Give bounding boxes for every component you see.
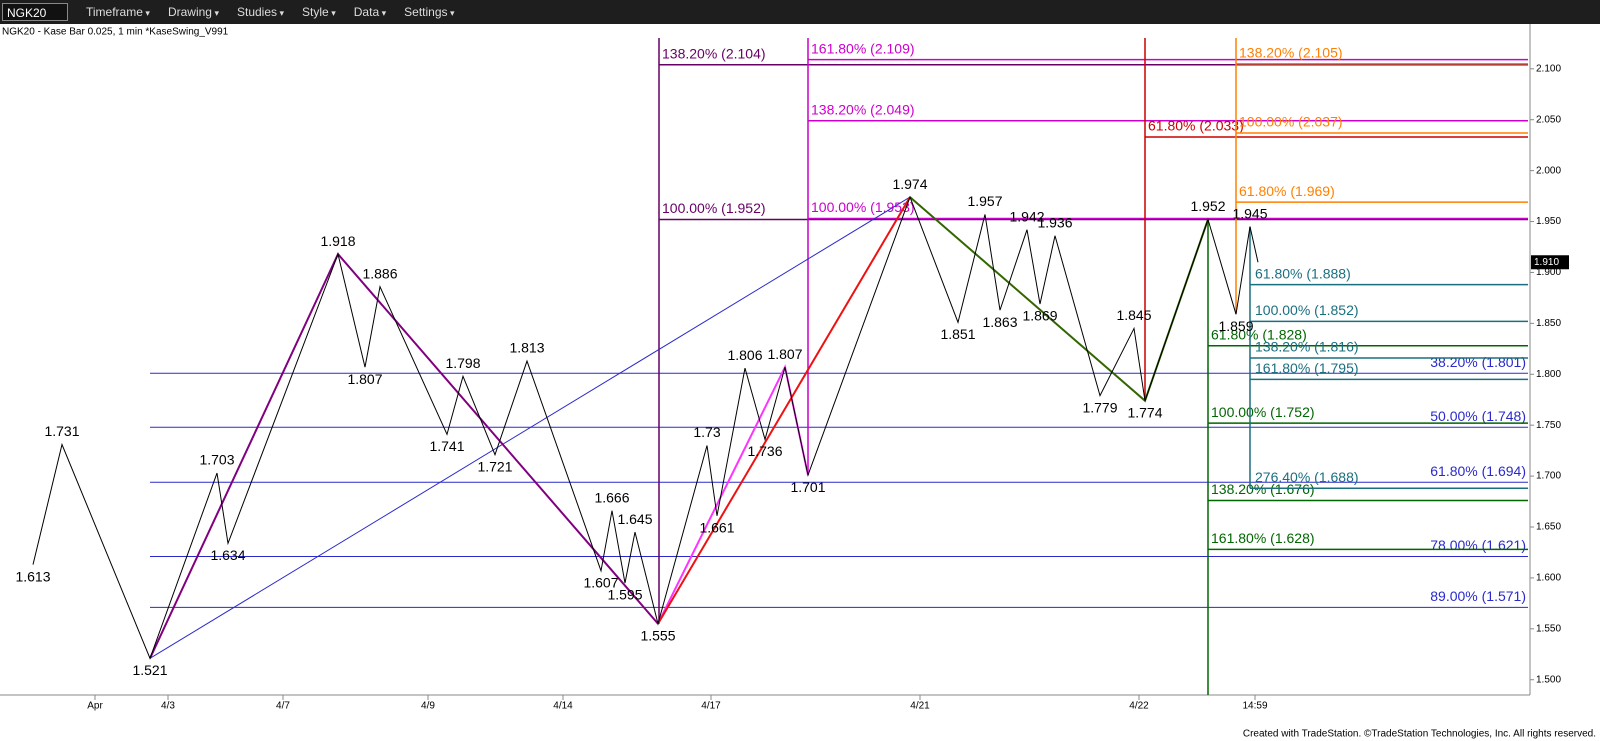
toolbar-button[interactable]: Style	[302, 5, 336, 19]
fib-label: 50.00% (1.748)	[1430, 408, 1526, 424]
fib-label: 61.80% (1.828)	[1211, 326, 1307, 342]
x-tick-label: 14:59	[1242, 701, 1267, 712]
footer: Created with TradeStation. ©TradeStation…	[1243, 729, 1596, 740]
fib-label: 161.80% (1.795)	[1255, 360, 1359, 376]
y-tick-label: 1.950	[1536, 216, 1561, 227]
chart-title: NGK20 - Kase Bar 0.025, 1 min *KaseSwing…	[2, 27, 229, 38]
swing-label: 1.703	[199, 452, 234, 468]
swing-pattern	[149, 196, 911, 659]
swing-label: 1.73	[693, 424, 720, 440]
fib-label: 100.00% (1.852)	[1255, 302, 1359, 318]
fib-label: 89.00% (1.571)	[1430, 588, 1526, 604]
fib-label: 138.20% (1.676)	[1211, 481, 1315, 497]
swing-label: 1.936	[1037, 214, 1072, 230]
swing-label: 1.945	[1232, 205, 1267, 221]
price-line	[1249, 226, 1259, 263]
swing-label: 1.741	[429, 438, 464, 454]
swing-label: 1.661	[699, 519, 734, 535]
last-price-label: 1.910	[1534, 257, 1559, 268]
fib-label: 161.80% (1.628)	[1211, 530, 1315, 546]
x-tick-label: 4/3	[161, 701, 175, 712]
fib-label: 100.00% (2.037)	[1239, 114, 1343, 130]
fib-label: 100.00% (1.953)	[811, 199, 915, 215]
toolbar: NGK20 Timeframe Drawing Studies Style Data Se…	[0, 0, 1600, 24]
x-tick-label: 4/17	[701, 701, 721, 712]
swing-label: 1.645	[617, 511, 652, 527]
swing-label: 1.918	[320, 233, 355, 249]
swing-label: 1.634	[210, 547, 245, 563]
fib-label: 78.00% (1.621)	[1430, 537, 1526, 553]
fib-label: 138.20% (2.104)	[662, 45, 766, 61]
swing-label: 1.807	[767, 346, 802, 362]
fib-label: 61.80% (2.033)	[1148, 118, 1244, 134]
fib-label: 61.80% (1.694)	[1430, 463, 1526, 479]
swing-label: 1.851	[940, 326, 975, 342]
fib-label: 61.80% (1.969)	[1239, 183, 1335, 199]
x-tick-label: Apr	[87, 701, 103, 712]
toolbar-button[interactable]: Drawing	[168, 5, 219, 19]
swing-label: 1.957	[967, 193, 1002, 209]
fib-label: 138.20% (2.049)	[811, 101, 915, 117]
y-tick-label: 1.850	[1536, 318, 1561, 329]
y-tick-label: 1.650	[1536, 522, 1561, 533]
swing-label: 1.863	[982, 314, 1017, 330]
y-tick-label: 1.500	[1536, 674, 1561, 685]
swing-label: 1.666	[594, 489, 629, 505]
x-tick-label: 4/21	[910, 701, 930, 712]
x-tick-label: 4/14	[553, 701, 573, 712]
price-line	[32, 195, 1251, 660]
y-tick-label: 2.000	[1536, 165, 1561, 176]
fib-label: 100.00% (1.952)	[662, 200, 766, 216]
swing-label: 1.731	[44, 423, 79, 439]
swing-label: 1.806	[727, 347, 762, 363]
swing-label: 1.721	[477, 458, 512, 474]
swing-label: 1.974	[892, 176, 927, 192]
swing-label: 1.779	[1082, 399, 1117, 415]
y-tick-label: 1.700	[1536, 471, 1561, 482]
swing-label: 1.595	[607, 587, 642, 603]
last-price-box	[1531, 255, 1569, 270]
swing-label: 1.798	[445, 355, 480, 371]
y-tick-label: 1.800	[1536, 369, 1561, 380]
swing-label: 1.701	[790, 479, 825, 495]
y-tick-label: 1.550	[1536, 623, 1561, 634]
fib-label: 161.80% (2.109)	[811, 40, 915, 56]
fib-label: 138.20% (1.816)	[1255, 339, 1359, 355]
swing-label: 1.521	[132, 662, 167, 678]
y-tick-label: 1.600	[1536, 573, 1561, 584]
swing-label: 1.869	[1022, 308, 1057, 324]
swing-label: 1.952	[1190, 198, 1225, 214]
y-tick-label: 2.100	[1536, 63, 1561, 74]
fib-label: 276.40% (1.688)	[1255, 469, 1359, 485]
x-tick-label: 4/22	[1129, 701, 1149, 712]
swing-label: 1.613	[15, 568, 50, 584]
y-tick-label: 2.050	[1536, 114, 1561, 125]
swing-label: 1.886	[362, 265, 397, 281]
toolbar-button[interactable]: Settings	[404, 5, 454, 19]
swing-label: 1.555	[640, 627, 675, 643]
swing-label: 1.736	[747, 443, 782, 459]
swing-pattern	[657, 196, 911, 625]
swing-label: 1.807	[347, 371, 382, 387]
swing-label: 1.845	[1116, 307, 1151, 323]
toolbar-button[interactable]: Data	[354, 5, 386, 19]
swing-label: 1.774	[1127, 404, 1162, 420]
y-tick-label: 1.900	[1536, 267, 1561, 278]
symbol-box[interactable]: NGK20	[2, 3, 68, 21]
swing-label: 1.942	[1009, 208, 1044, 224]
fib-label: 100.00% (1.752)	[1211, 404, 1315, 420]
x-tick-label: 4/9	[421, 701, 435, 712]
fib-label: 138.20% (2.105)	[1239, 44, 1343, 60]
chart: NGK20 - Kase Bar 0.025, 1 min *KaseSwing…	[0, 24, 1596, 740]
toolbar-button[interactable]: Studies	[237, 5, 284, 19]
swing-label: 1.859	[1218, 318, 1253, 334]
y-tick-label: 1.750	[1536, 420, 1561, 431]
toolbar-button[interactable]: Timeframe	[86, 5, 150, 19]
fib-label: 61.80% (1.888)	[1255, 265, 1351, 281]
swing-label: 1.607	[583, 574, 618, 590]
x-tick-label: 4/7	[276, 701, 290, 712]
fib-label: 38.20% (1.801)	[1430, 354, 1526, 370]
swing-label: 1.813	[509, 340, 544, 356]
